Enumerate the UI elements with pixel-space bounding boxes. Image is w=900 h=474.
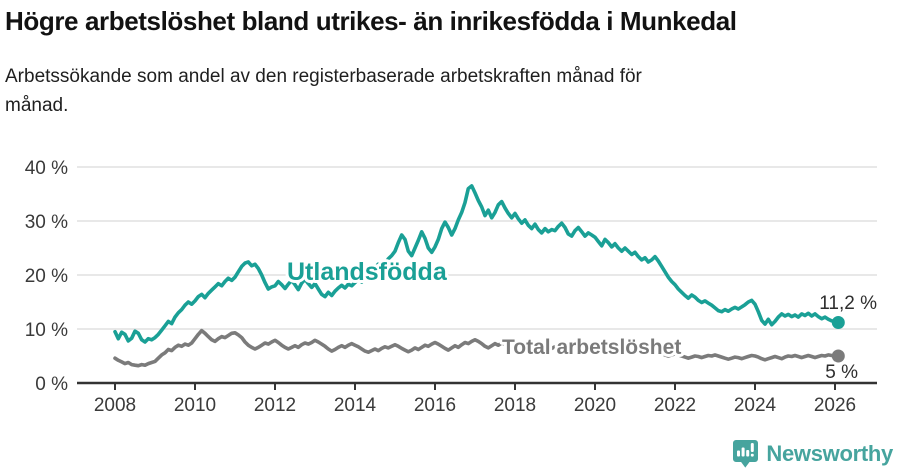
series-end-dot-utlandsfodda <box>831 316 845 329</box>
x-tick-label: 2022 <box>654 395 696 416</box>
y-tick-label: 0 % <box>35 374 68 395</box>
series-end-dot-total <box>831 349 845 363</box>
x-tick-label: 2008 <box>94 395 136 416</box>
x-tick-label: 2014 <box>334 395 377 416</box>
x-tick-label: 2020 <box>574 395 616 416</box>
series-line-utlandsfodda <box>113 184 841 344</box>
bar-chart-glyph <box>737 443 755 457</box>
bubble-shape <box>733 440 759 468</box>
y-tick-label: 10 % <box>25 320 68 341</box>
y-tick-label: 30 % <box>25 212 68 233</box>
page-title: Högre arbetslöshet bland utrikes- än inr… <box>5 6 737 36</box>
x-tick-label: 2010 <box>174 395 216 416</box>
x-tick-label: 2018 <box>494 395 536 416</box>
y-tick-label: 40 % <box>25 158 68 179</box>
newsworthy-bubble-icon <box>733 440 759 468</box>
chart-subtitle: Arbetssökande som andel av den registerb… <box>5 66 642 116</box>
brand-name: Newsworthy <box>766 441 893 466</box>
end-value-label-total: 5 % <box>825 362 858 383</box>
end-value-label-utlandsfodda: 11,2 % <box>819 293 877 314</box>
series-label-total: Total arbetslöshet <box>502 336 681 359</box>
x-tick-label: 2024 <box>734 395 777 416</box>
x-tick-label: 2016 <box>414 395 456 416</box>
x-tick-label: 2026 <box>814 395 856 416</box>
newsworthy-logo: Newsworthy <box>732 438 893 470</box>
series-label-utlandsfodda: Utlandsfödda <box>287 258 448 286</box>
line-chart: 0 % 10 % 20 % 30 % 40 % 2008 2010 2012 2014 2016 2… <box>25 158 880 416</box>
y-tick-label: 20 % <box>25 266 68 287</box>
series-line-total <box>113 328 841 368</box>
x-tick-label: 2012 <box>254 395 296 416</box>
